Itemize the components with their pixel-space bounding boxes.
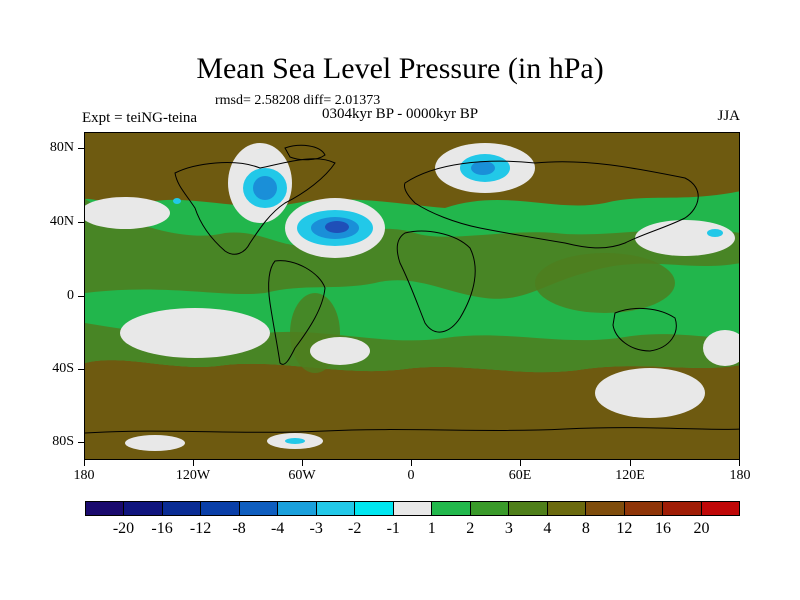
lon-tick-180e — [739, 460, 740, 466]
antarctica-outline — [85, 427, 739, 434]
colorbar-swatch — [547, 502, 587, 515]
colorbar-swatch — [663, 502, 702, 515]
antarctic-low — [285, 438, 305, 444]
colorbar-swatch — [239, 502, 279, 515]
lat-label-40s: 40S — [52, 361, 74, 376]
lat-tick-80n — [78, 148, 84, 149]
lon-label-120e: 120E — [615, 468, 645, 483]
lon-label-60e: 60E — [508, 468, 532, 483]
north-pacific-white-region — [85, 197, 170, 229]
lon-tick-60w — [302, 460, 303, 466]
colorbar-label: -2 — [348, 520, 362, 537]
colorbar-label: -12 — [189, 520, 212, 537]
colorbar-label: 8 — [581, 520, 590, 537]
colorbar-label: 3 — [504, 520, 513, 537]
asia-olive-patch — [535, 253, 675, 313]
colorbar-swatch — [124, 502, 163, 515]
plot-subtitle: 0304kyr BP - 0000kyr BP — [321, 106, 479, 122]
lon-label-120w: 120W — [175, 468, 211, 483]
lat-tick-80s — [78, 442, 84, 443]
lon-tick-120e — [630, 460, 631, 466]
north-america-outline — [174, 158, 336, 255]
season-label: JJA — [717, 108, 740, 124]
colorbar-swatch — [470, 502, 510, 515]
colorbar-swatch — [316, 502, 356, 515]
colorbar-label: -8 — [232, 520, 246, 537]
atlantic-low-core — [325, 221, 349, 233]
colorbar-swatch — [393, 502, 433, 515]
lon-tick-180w — [84, 460, 85, 466]
experiment-label: Expt = teiNG-teina — [82, 110, 198, 126]
lat-tick-40s — [78, 369, 84, 370]
colorbar-label: -3 — [309, 520, 323, 537]
north-brown-band — [85, 133, 739, 208]
colorbar-label: -16 — [151, 520, 173, 537]
antarctic-white-region-1 — [125, 435, 185, 451]
south-america-outline — [268, 260, 326, 365]
west-pacific-low — [707, 229, 723, 237]
lat-label-80n: 80N — [49, 140, 74, 155]
colorbar-label: -4 — [270, 520, 285, 537]
map-canvas — [85, 133, 739, 459]
lat-tick-40n — [78, 222, 84, 223]
south-indian-white-region — [595, 368, 705, 418]
lon-label-180e: 180 — [729, 468, 751, 483]
lon-label-0: 0 — [407, 468, 415, 483]
australia-outline — [612, 308, 677, 352]
south-pacific-white-region — [120, 308, 270, 358]
colorbar-label: 2 — [466, 520, 475, 537]
colorbar-swatch — [432, 502, 471, 515]
colorbar-label: 4 — [543, 520, 552, 537]
colorbar-swatch — [86, 502, 125, 515]
lon-label-60w: 60W — [288, 468, 316, 483]
colorbar-swatch — [701, 502, 739, 515]
colorbar-swatch — [624, 502, 664, 515]
lon-tick-60e — [520, 460, 521, 466]
eurasia-outline — [404, 160, 699, 249]
colorbar-label: 16 — [654, 520, 671, 537]
south-brown-band — [85, 360, 739, 459]
plot-title: Mean Sea Level Pressure (in hPa) — [196, 52, 604, 85]
lon-label-180w: 180 — [73, 468, 95, 483]
africa-outline — [396, 230, 476, 333]
greenland-outline — [284, 144, 326, 161]
colorbar-label: 1 — [427, 520, 436, 537]
colorbar-label: -1 — [386, 520, 400, 537]
rmsd-diff-stats: rmsd= 2.58208 diff= 2.01373 — [215, 93, 381, 108]
lat-label-80s: 80S — [52, 434, 74, 449]
colorbar-label: 20 — [693, 520, 710, 537]
pressure-map — [84, 132, 740, 460]
labrador-low-inner — [253, 176, 277, 200]
colorbar-swatch — [278, 502, 317, 515]
colorbar-swatch — [355, 502, 394, 515]
colorbar-swatch — [586, 502, 625, 515]
colorbar-swatch — [509, 502, 548, 515]
scandinavia-low-inner — [471, 161, 495, 175]
lon-tick-0 — [411, 460, 412, 466]
colorbar-swatch — [162, 502, 202, 515]
lat-tick-0 — [78, 296, 84, 297]
coastlines — [85, 144, 739, 434]
north-pacific-spot — [173, 198, 181, 204]
colorbar-label: -20 — [112, 520, 135, 537]
lat-label-40n: 40N — [49, 214, 74, 229]
south-atlantic-white-region — [310, 337, 370, 365]
lat-label-0: 0 — [67, 288, 74, 303]
east-white-region — [703, 330, 739, 366]
colorbar-swatch — [201, 502, 240, 515]
colorbar — [85, 501, 740, 516]
west-pacific-white-region — [635, 220, 735, 256]
colorbar-label: 12 — [616, 520, 633, 537]
lon-tick-120w — [193, 460, 194, 466]
